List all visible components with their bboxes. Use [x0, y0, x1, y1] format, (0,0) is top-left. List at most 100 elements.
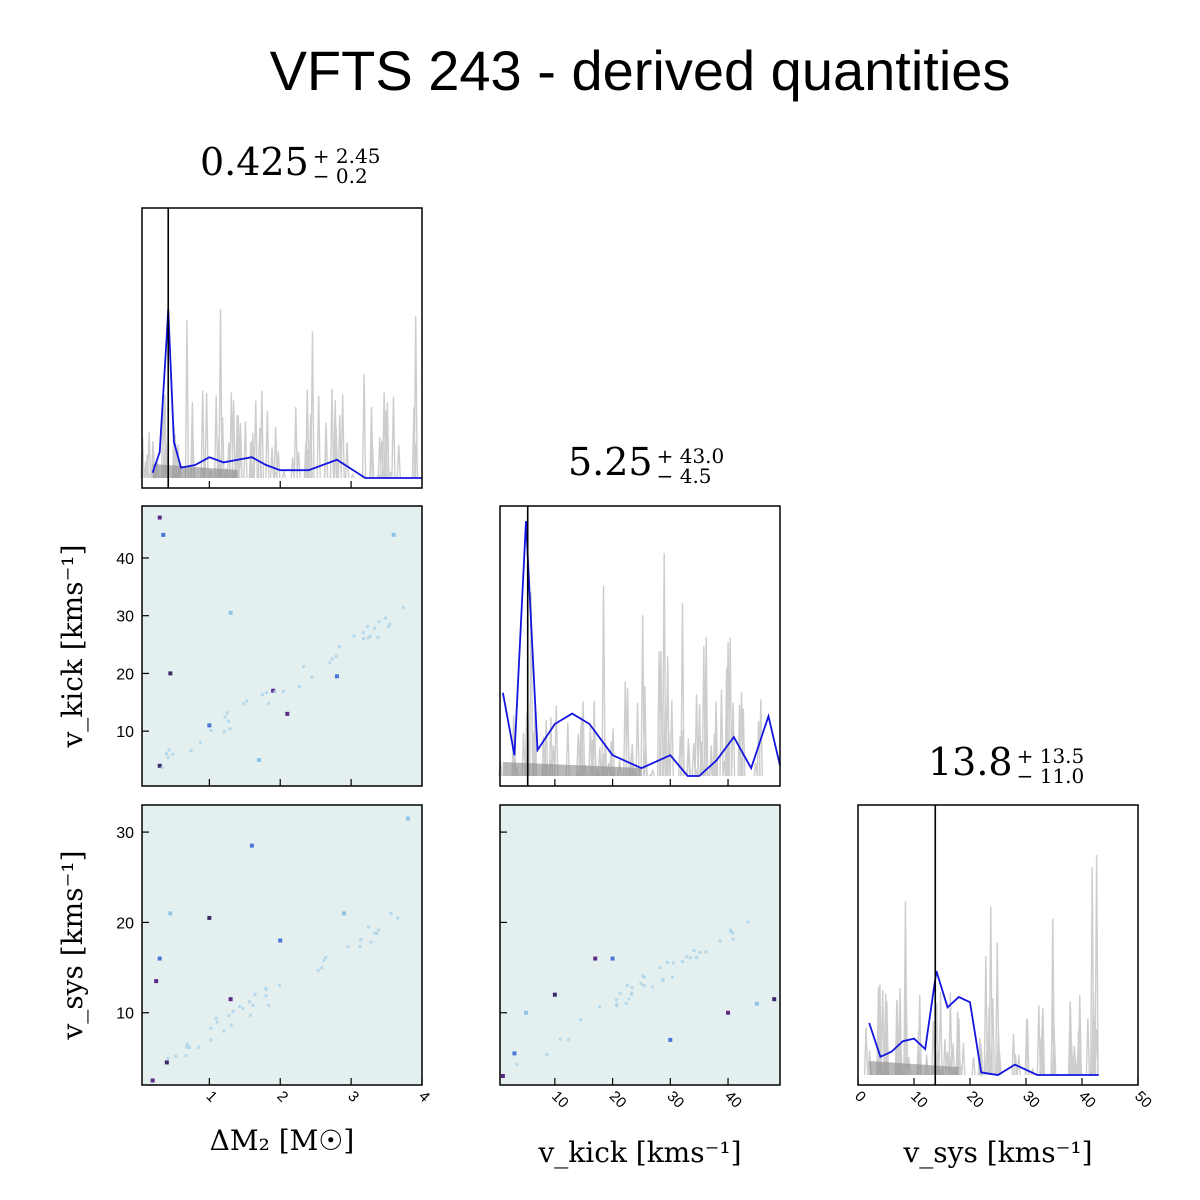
density-cell	[264, 691, 268, 695]
vkick-vs-dm2-background	[142, 506, 422, 786]
density-cell	[388, 622, 392, 626]
density-cell	[375, 931, 379, 935]
x-tick-label: 2	[273, 1088, 291, 1106]
density-cell	[228, 727, 232, 731]
vsys-axis-label: v_sys [kms⁻¹]	[902, 1136, 1092, 1169]
vsys-sample-traces	[863, 855, 1099, 1076]
density-cell	[731, 937, 735, 941]
density-cell	[558, 1037, 562, 1041]
vkick-marginal-frame	[499, 505, 781, 787]
vkick-marginal-panel	[498, 505, 781, 787]
density-cell	[227, 719, 231, 723]
density-cell	[267, 1003, 271, 1007]
vkick-vs-dm2-panel: 10 20 30 40	[116, 505, 423, 787]
density-cell	[346, 945, 350, 949]
density-cell	[225, 711, 229, 715]
y-tick-label: 10	[116, 724, 134, 741]
density-cell	[207, 723, 212, 728]
density-cell	[228, 997, 233, 1002]
density-cell	[334, 654, 338, 658]
density-cell	[324, 956, 328, 960]
density-cell	[680, 960, 684, 964]
vsys-vs-dm2-background	[142, 805, 422, 1085]
x-tick-label: 0	[851, 1088, 869, 1106]
x-tick-label: 20	[606, 1088, 630, 1112]
density-cell	[271, 688, 276, 693]
density-cell	[579, 1018, 583, 1022]
density-cell	[670, 975, 674, 979]
density-cell	[610, 956, 615, 961]
density-cell	[238, 1004, 242, 1008]
density-cell	[322, 958, 326, 962]
density-cell	[161, 532, 166, 537]
density-cell	[209, 728, 213, 732]
x-tick-label: 3	[344, 1088, 362, 1106]
density-cell	[285, 711, 290, 716]
density-cell	[366, 925, 370, 929]
density-cell	[171, 752, 175, 756]
density-cell	[342, 911, 347, 916]
density-cell	[334, 674, 339, 679]
density-cell	[247, 1000, 251, 1004]
density-cell	[164, 1060, 169, 1065]
density-cell	[229, 1023, 233, 1027]
density-cell	[729, 928, 733, 932]
density-cell	[302, 665, 306, 669]
density-cell	[377, 620, 381, 624]
density-cell	[358, 944, 362, 948]
vsys-vs-vkick-panel	[499, 804, 781, 1086]
y-tick-label: 30	[116, 609, 134, 626]
density-cell	[282, 689, 286, 693]
density-cell	[405, 816, 410, 821]
density-cell	[566, 1037, 570, 1041]
density-cell	[366, 625, 370, 629]
density-cell	[264, 986, 268, 990]
x-tick-label: 40	[721, 1088, 745, 1112]
y-tick-label: 20	[116, 915, 134, 932]
density-cell	[552, 992, 557, 997]
density-cell	[185, 1042, 189, 1046]
density-cell	[187, 1045, 191, 1049]
density-cell	[698, 950, 702, 954]
density-cell	[642, 983, 646, 987]
density-cell	[359, 938, 363, 942]
density-cell	[391, 532, 396, 537]
density-cell	[352, 634, 356, 638]
density-cell	[320, 966, 324, 970]
dm2-plus: + 2.45	[312, 143, 381, 168]
density-cell	[273, 690, 277, 694]
density-cell	[718, 939, 722, 943]
dm2-axis-label: ΔM₂ [M☉]	[210, 1124, 355, 1157]
figure-title: VFTS 243 - derived quantities	[269, 39, 1011, 102]
density-cell	[168, 911, 173, 916]
density-cell	[168, 671, 173, 676]
density-cell	[222, 730, 226, 734]
vsys-sample-fill	[869, 1061, 959, 1075]
density-cell	[215, 1020, 219, 1024]
density-cell	[772, 997, 777, 1002]
density-cell	[241, 702, 245, 706]
density-cell	[615, 1004, 619, 1008]
density-cell	[209, 1038, 213, 1042]
density-cell	[362, 637, 366, 641]
vsys-vs-dm2-frame	[141, 804, 423, 1086]
density-cell	[231, 1009, 235, 1013]
density-cell	[157, 515, 162, 520]
density-cell	[630, 992, 634, 996]
density-cell	[627, 997, 631, 1001]
vkick-histogram-line	[502, 521, 781, 777]
density-cell	[222, 1029, 226, 1033]
density-cell	[625, 983, 629, 987]
dm2-median: 0.425	[200, 140, 309, 184]
density-cell	[366, 636, 370, 640]
vkick-minus: − 4.5	[656, 463, 712, 488]
density-cell	[260, 693, 264, 697]
density-cell	[731, 931, 735, 935]
density-cell	[166, 755, 170, 759]
density-cell	[643, 975, 647, 979]
density-cell	[545, 1052, 549, 1056]
x-tick-label: 20	[963, 1088, 987, 1112]
y-tick-label: 40	[116, 551, 134, 568]
density-cell	[157, 763, 162, 768]
density-cell	[754, 1001, 759, 1006]
